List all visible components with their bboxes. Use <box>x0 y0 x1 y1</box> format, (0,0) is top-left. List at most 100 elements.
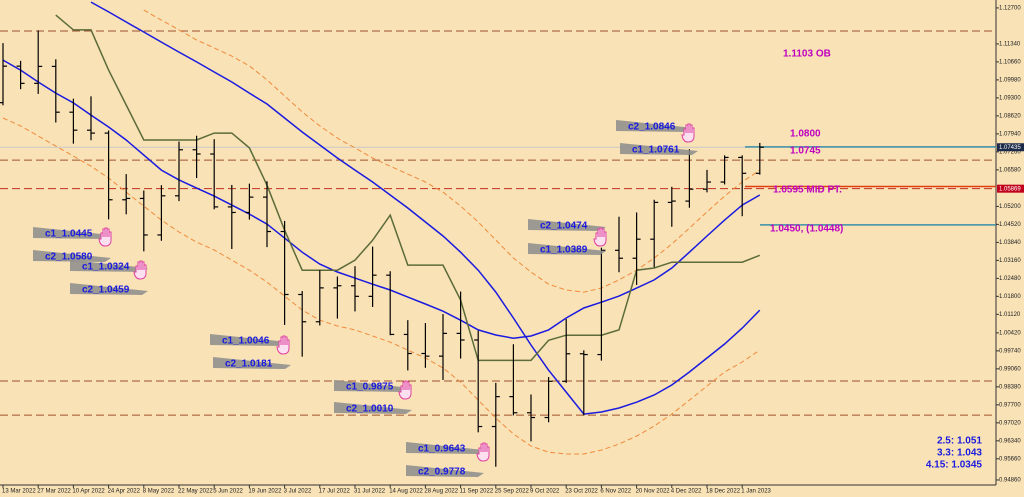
annotation: 2.5: 1.051 <box>937 436 982 447</box>
ohlc-bar <box>16 60 25 90</box>
ohlc-bar <box>544 377 553 423</box>
hand-outline <box>681 123 695 143</box>
ohlc-bar <box>403 320 412 371</box>
y-tick-label: 1.01120 <box>999 312 1021 318</box>
ohlc-bar <box>667 186 676 227</box>
ohlc-bar <box>104 130 113 220</box>
ohlc-bar <box>597 247 606 361</box>
x-tick-label: 31 Jul 2022 <box>354 489 386 495</box>
annotation: c2_1.0474 <box>540 221 588 232</box>
y-tick-label: 0.98380 <box>999 384 1021 390</box>
ohlc-bar <box>509 344 518 416</box>
hand-outline <box>133 260 147 280</box>
annotation: c1_1.0389 <box>540 245 588 256</box>
y-tick-label: 0.97020 <box>999 420 1021 426</box>
ohlc-bar <box>491 382 500 467</box>
y-tick-label: 0.96340 <box>999 438 1021 444</box>
x-tick-label: 1 Jan 2023 <box>741 489 771 495</box>
hand-outline <box>398 380 412 400</box>
ohlc-bar <box>139 190 148 252</box>
x-tick-label: 3 Jul 2022 <box>284 489 312 495</box>
ohlc-bar <box>615 216 623 273</box>
annotation: c1_0.9875 <box>346 382 394 393</box>
price-mark-box <box>997 143 1024 152</box>
y-tick-label: 0.97700 <box>999 402 1021 408</box>
y-tick-label: 1.02480 <box>999 276 1021 282</box>
y-tick-label: 0.94860 <box>999 478 1021 484</box>
hand-outline <box>98 227 112 247</box>
x-tick-label: 4 Dec 2022 <box>671 489 702 495</box>
ohlc-bar <box>175 141 183 202</box>
price-mark-label: 1.07435 <box>999 145 1021 151</box>
indicator-line <box>2 59 761 339</box>
x-tick-label: 6 Nov 2022 <box>600 489 631 495</box>
annotation-flag <box>616 120 694 132</box>
y-tick-label: 0.99740 <box>999 348 1021 354</box>
x-tick-label: 11 Sep 2022 <box>460 489 494 495</box>
x-tick-label: 10 Apr 2022 <box>72 489 105 495</box>
ohlc-bar <box>333 276 342 319</box>
ohlc-bar <box>527 394 535 442</box>
ohlc-bar <box>315 270 324 326</box>
y-tick-label: 1.05200 <box>999 204 1021 210</box>
annotation-flag <box>33 227 111 239</box>
hand-icon <box>98 227 112 247</box>
annotation: c1_1.0445 <box>45 229 93 240</box>
ohlc-bar <box>192 135 201 179</box>
y-tick-label: 1.00420 <box>999 330 1021 336</box>
ohlc-bar <box>579 350 588 416</box>
annotation-flag <box>70 283 148 295</box>
x-tick-label: 18 Dec 2022 <box>706 489 741 495</box>
annotation-flag <box>210 334 288 346</box>
annotation: c1_0.9643 <box>418 444 466 455</box>
x-tick-label: 25 Sep 2022 <box>495 489 530 495</box>
hand-outline <box>476 442 490 462</box>
ohlc-bar <box>263 181 271 248</box>
ohlc-bar <box>386 271 395 336</box>
ohlc-bar <box>738 155 747 217</box>
ohlc-bar <box>562 319 571 383</box>
y-tick-label: 1.11340 <box>999 42 1021 48</box>
annotation: 1.0800 <box>790 129 821 140</box>
ohlc-bar <box>69 98 78 144</box>
ohlc-bar <box>685 149 694 208</box>
ohlc-bar <box>298 291 307 357</box>
ohlc-bar <box>720 155 729 185</box>
ohlc-bar <box>227 184 236 249</box>
ohlc-bar <box>474 330 483 433</box>
indicator-line <box>143 9 761 293</box>
ohlc-bar <box>34 30 43 94</box>
hand-icon <box>276 335 290 355</box>
y-tick-label: 1.09300 <box>999 95 1021 101</box>
annotation: 3.3: 1.043 <box>937 448 982 459</box>
annotation: c1_1.0046 <box>222 336 270 347</box>
ohlc-bar <box>157 185 166 241</box>
annotation: 4.15: 1.0345 <box>926 460 983 471</box>
hand-icon <box>133 260 147 280</box>
y-tick-label: 1.03160 <box>999 258 1021 264</box>
ohlc-bar <box>0 43 7 106</box>
ohlc-bar <box>755 142 764 175</box>
y-tick-label: 0.95660 <box>999 456 1021 462</box>
ohlc-bar <box>210 139 219 210</box>
x-tick-label: 5 Jun 2022 <box>213 489 243 495</box>
x-tick-label: 13 Mar 2022 <box>2 489 36 495</box>
y-tick-label: 0.99060 <box>999 366 1021 372</box>
y-tick-label: 1.07940 <box>999 131 1021 137</box>
x-tick-label: 28 Aug 2022 <box>424 489 458 495</box>
annotation: 1.0595 MID PT. <box>773 185 842 196</box>
ohlc-bar <box>439 314 447 380</box>
annotation-flag <box>334 402 412 414</box>
annotation: c1_1.0324 <box>82 262 130 273</box>
ohlc-bar <box>456 291 465 359</box>
y-tick-label: 1.01800 <box>999 294 1021 300</box>
y-tick-label: 1.09980 <box>999 77 1021 83</box>
ohlc-bar <box>245 183 254 220</box>
annotation-flag <box>33 250 111 262</box>
x-tick-label: 23 Oct 2022 <box>565 489 598 495</box>
price-mark-box <box>997 184 1024 193</box>
y-tick-label: 1.08620 <box>999 113 1021 119</box>
annotation: 1.0745 <box>790 146 821 157</box>
hand-icon <box>476 442 490 462</box>
y-tick-label: 1.07260 <box>999 149 1021 155</box>
